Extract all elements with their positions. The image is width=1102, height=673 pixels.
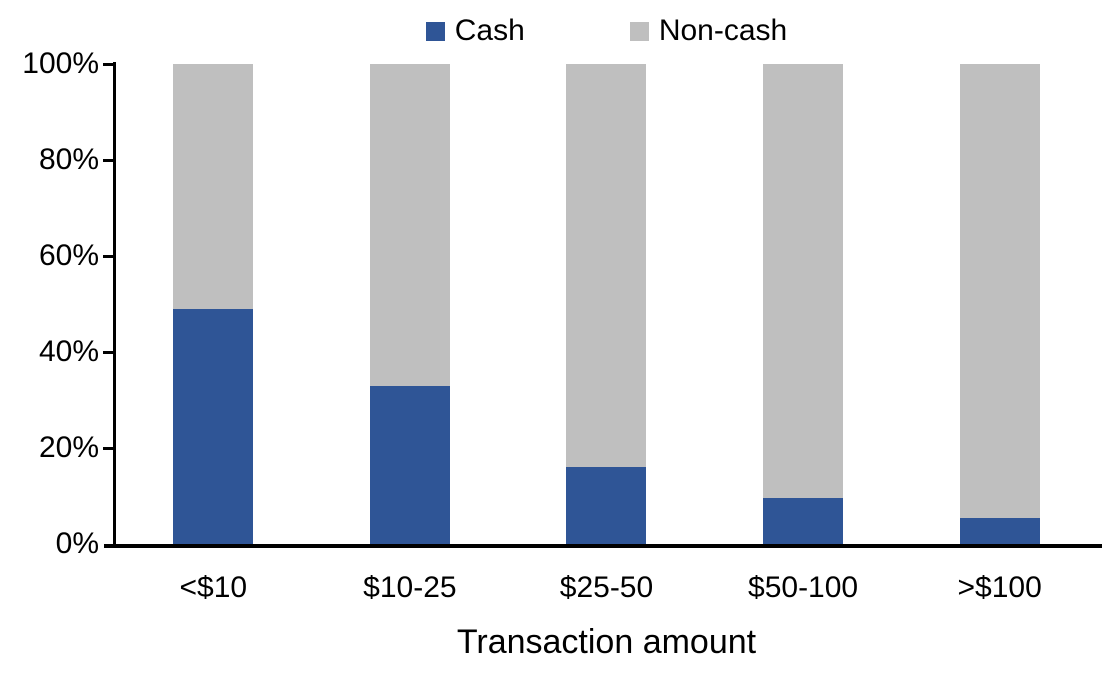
bar-slot xyxy=(312,64,509,544)
y-tick-mark xyxy=(103,447,116,450)
x-tick-label: $25-50 xyxy=(559,571,654,604)
y-axis-line xyxy=(113,62,116,547)
stacked-bar xyxy=(763,64,844,544)
x-axis-line xyxy=(104,544,1102,548)
bar-segment-non-cash xyxy=(566,64,647,468)
x-tick-label: $50-100 xyxy=(748,571,859,604)
legend-label: Cash xyxy=(454,14,525,47)
bar-segment-non-cash xyxy=(959,64,1040,518)
y-tick-label: 80% xyxy=(38,143,99,176)
y-tick-label: 100% xyxy=(22,47,99,80)
y-tick-label: 60% xyxy=(38,239,99,272)
bar-slot xyxy=(115,64,312,544)
y-tick-label: 0% xyxy=(55,527,99,560)
legend-swatch-icon xyxy=(425,21,445,41)
bar-segment-cash xyxy=(763,498,844,544)
stacked-bar xyxy=(959,64,1040,544)
stacked-bar xyxy=(369,64,450,544)
bar-slot xyxy=(508,64,705,544)
y-tick-mark xyxy=(103,255,116,258)
bar-segment-non-cash xyxy=(369,64,450,386)
y-tick-mark xyxy=(103,63,116,66)
x-tick-label: >$100 xyxy=(957,571,1042,604)
y-tick-label: 20% xyxy=(38,431,99,464)
legend-swatch-icon xyxy=(629,21,649,41)
y-tick-mark xyxy=(103,159,116,162)
bar-segment-cash xyxy=(566,467,647,544)
stacked-bar xyxy=(566,64,647,544)
bar-segment-cash xyxy=(369,385,450,544)
bar-segment-non-cash xyxy=(763,64,844,499)
bar-segment-cash xyxy=(959,517,1040,544)
legend-item-cash: Cash xyxy=(425,14,525,47)
bar-segment-non-cash xyxy=(173,64,254,309)
y-tick-label: 40% xyxy=(38,335,99,368)
legend-item-non-cash: Non-cash xyxy=(629,14,788,47)
x-tick-label: $10-25 xyxy=(363,571,457,604)
bar-slot xyxy=(901,64,1098,544)
x-axis-category-labels: <$10 $10-25 $25-50 $50-100 >$100 xyxy=(115,570,1098,606)
bar-segment-cash xyxy=(173,308,254,544)
bar-slot xyxy=(705,64,902,544)
x-axis-title: Transaction amount xyxy=(456,623,757,661)
plot-area xyxy=(115,64,1098,544)
y-tick-mark xyxy=(103,351,116,354)
x-tick-label: <$10 xyxy=(179,571,248,604)
legend-label: Non-cash xyxy=(658,14,788,47)
legend: Cash Non-cash xyxy=(115,12,1098,50)
stacked-bar xyxy=(173,64,254,544)
